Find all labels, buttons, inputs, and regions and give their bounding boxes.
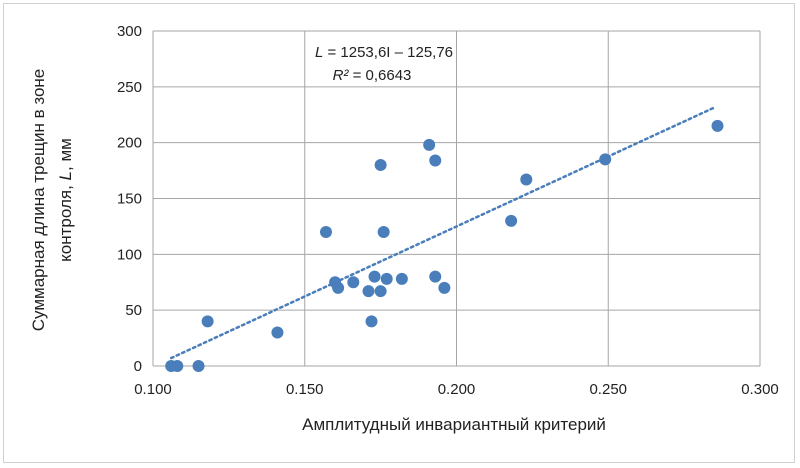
data-point-10: [365, 315, 378, 328]
x-tick-label-1: 0.150: [286, 381, 324, 398]
data-points: [165, 119, 724, 372]
r-squared-variable: R²: [333, 67, 350, 84]
data-point-4: [271, 326, 284, 339]
y-axis-title-prefix: контроля,: [56, 180, 75, 261]
data-point-23: [599, 153, 612, 166]
trendline-equation: L = 1253,6I – 125,76: [315, 44, 453, 61]
x-tick-label-0: 0.100: [134, 381, 172, 398]
equation-variable: L: [315, 44, 323, 61]
chart-frame: [3, 3, 795, 463]
data-point-2: [192, 360, 205, 372]
data-point-7: [332, 281, 345, 294]
y-tick-label-5: 250: [117, 79, 142, 96]
data-point-5: [319, 226, 332, 238]
data-point-14: [377, 226, 390, 238]
grid: [152, 30, 761, 367]
data-point-19: [429, 270, 442, 283]
data-point-13: [374, 159, 387, 171]
y-axis-title-suffix: , мм: [56, 138, 75, 171]
y-tick-labels: 0 50 100 150 200 250 300: [117, 23, 142, 375]
r-squared-value: = 0,6643: [348, 67, 411, 84]
data-point-15: [380, 272, 393, 285]
data-point-9: [362, 285, 375, 298]
x-tick-label-2: 0.200: [438, 381, 476, 398]
y-axis-title-variable: L: [56, 171, 75, 180]
x-axis-title: Амплитудный инвариантный критерий: [302, 415, 606, 434]
data-point-3: [201, 315, 214, 328]
data-point-22: [520, 173, 533, 186]
r-squared-label: R² = 0,6643: [333, 67, 412, 84]
y-tick-label-0: 0: [134, 358, 142, 375]
data-point-18: [429, 154, 442, 167]
data-point-24: [711, 119, 724, 132]
y-tick-label-4: 200: [117, 135, 142, 152]
y-tick-label-2: 100: [117, 246, 142, 263]
y-axis-title-line2: контроля, L, мм: [56, 138, 75, 262]
x-tick-labels: 0.100 0.150 0.200 0.250 0.300: [134, 381, 779, 398]
equation-expression: = 1253,6I – 125,76: [323, 44, 453, 61]
data-point-8: [347, 276, 360, 289]
y-tick-label-1: 50: [125, 302, 142, 319]
data-point-1: [171, 360, 184, 372]
data-point-11: [368, 270, 381, 283]
y-axis-title-line1: Суммарная длина трещин в зоне: [29, 69, 48, 332]
x-tick-label-4: 0.300: [741, 381, 779, 398]
data-point-20: [438, 281, 451, 294]
y-tick-label-3: 150: [117, 191, 142, 208]
data-point-21: [505, 214, 518, 227]
trendline: [169, 106, 716, 360]
y-tick-label-6: 300: [117, 23, 142, 40]
data-point-12: [374, 285, 387, 298]
data-point-17: [423, 138, 436, 151]
x-tick-label-3: 0.250: [589, 381, 627, 398]
data-point-16: [395, 272, 408, 285]
